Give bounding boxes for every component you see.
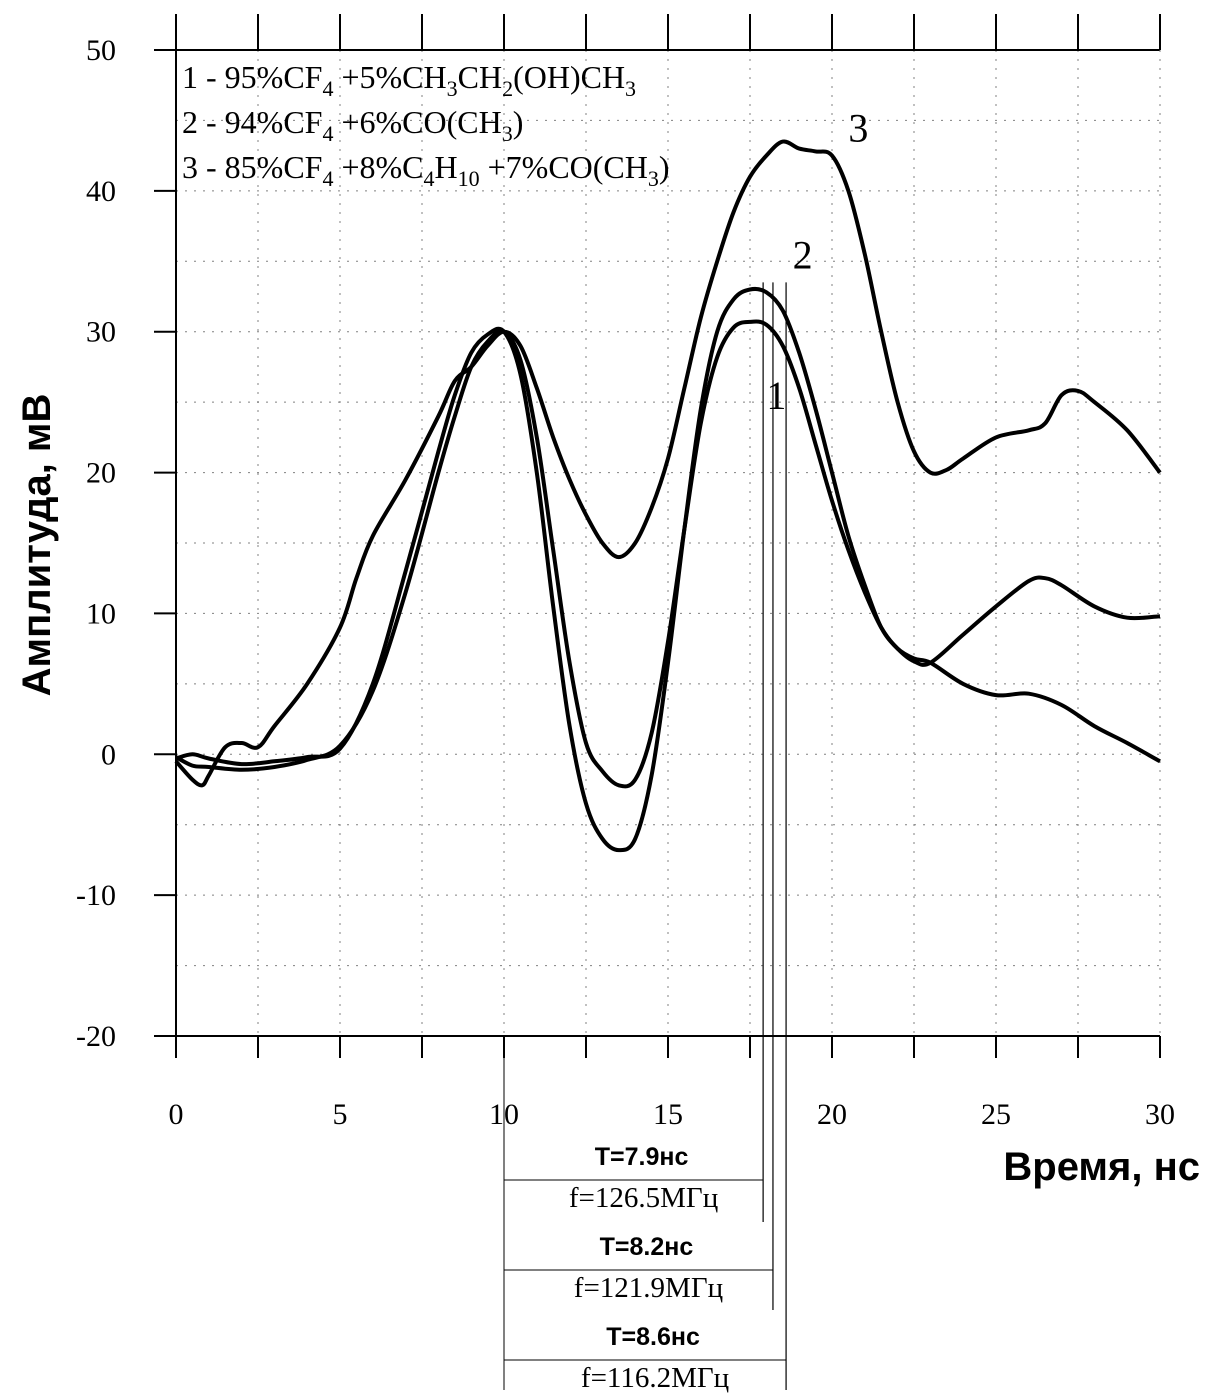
- period-T-label-1: T=7.9нс: [595, 1143, 689, 1171]
- y-tick-label: 10: [86, 597, 116, 630]
- y-tick-label: 30: [86, 316, 116, 349]
- period-f-label-2: f=121.9МГц: [574, 1272, 723, 1304]
- series-2-line: [175, 286, 1161, 853]
- series-3-line: [174, 139, 1162, 788]
- x-tick-label: 30: [1145, 1098, 1175, 1131]
- y-tick-label: 0: [101, 738, 116, 771]
- x-tick-label: 5: [333, 1098, 348, 1131]
- period-markers: T=7.9нс f=126.5МГц T=8.2нс f=121.9МГц T=8.6н…: [503, 282, 787, 1394]
- series-1-line: [175, 319, 1161, 789]
- period-T-label-2: T=8.2нс: [600, 1233, 694, 1261]
- legend-entry-3: 3 - 85%CF4​ +8%C4​H10​ +7%CO(CH3​): [182, 149, 670, 191]
- legend-entry-2: 2 - 94%CF4​ +6%CO(CH3​): [182, 104, 523, 146]
- x-tick-label: 25: [981, 1098, 1011, 1131]
- x-tick-label: 15: [653, 1098, 683, 1131]
- legend: 1 - 95%CF4​ +5%CH3​CH2​(OH)CH3​2 - 94%CF…: [182, 59, 670, 191]
- legend-entry-1: 1 - 95%CF4​ +5%CH3​CH2​(OH)CH3​: [182, 59, 636, 101]
- period-T-label-3: T=8.6нс: [606, 1323, 700, 1351]
- y-tick-label: 50: [86, 34, 116, 67]
- series-3-label: 3: [848, 106, 868, 151]
- series-1-label: 1: [766, 373, 786, 418]
- y-tick-label: -10: [76, 879, 116, 912]
- period-f-label-1: f=126.5МГц: [569, 1182, 718, 1214]
- period-f-label-3: f=116.2МГц: [581, 1362, 729, 1394]
- y-tick-label: 40: [86, 175, 116, 208]
- series-layer: 1 2 3: [174, 106, 1162, 853]
- x-tick-label: 0: [169, 1098, 184, 1131]
- x-axis-title: Время, нс: [1003, 1145, 1200, 1189]
- series-2-label: 2: [793, 232, 813, 277]
- grid-layer: [175, 49, 1161, 1037]
- y-tick-label: 20: [86, 457, 116, 490]
- x-tick-label: 20: [817, 1098, 847, 1131]
- y-axis-title: Амплитуда, мВ: [15, 394, 59, 697]
- y-tick-label: -20: [76, 1020, 116, 1053]
